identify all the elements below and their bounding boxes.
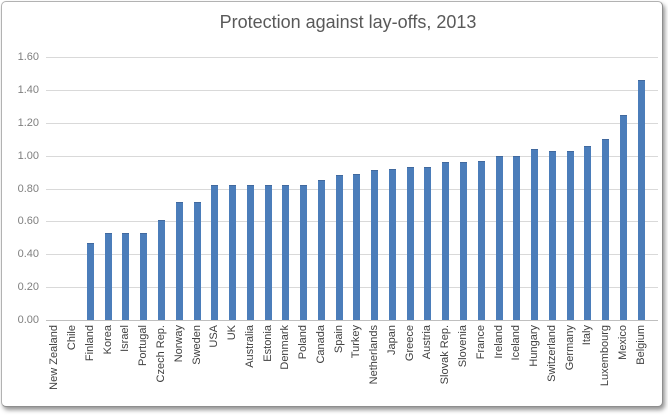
bar-belgium xyxy=(637,80,645,320)
x-axis-label: Iceland xyxy=(510,325,523,361)
bar-denmark xyxy=(282,185,290,320)
x-axis-label: Norway xyxy=(172,325,185,363)
chart-frame: Protection against lay-offs, 2013 0.00 0.… xyxy=(1,1,663,407)
bar-australia xyxy=(246,185,254,320)
x-axis-label: Spain xyxy=(332,325,345,354)
bar-israel xyxy=(122,232,130,320)
gridline xyxy=(46,155,658,157)
bar-germany xyxy=(566,150,574,320)
bar-slovak-rep- xyxy=(442,162,450,320)
x-axis-label: Germany xyxy=(563,325,576,371)
bar-uk xyxy=(229,185,237,320)
bar-luxembourg xyxy=(602,139,610,320)
y-tick-label: 0.00 xyxy=(17,314,39,326)
gridline xyxy=(46,122,658,124)
bar-korea xyxy=(104,232,112,320)
bar-canada xyxy=(317,180,325,320)
x-axis-label: Finland xyxy=(83,325,96,362)
gridline xyxy=(46,188,658,190)
y-tick-label: 0.60 xyxy=(17,215,39,228)
bar-switzerland xyxy=(548,150,556,320)
bar-ireland xyxy=(495,155,503,320)
gridline xyxy=(46,287,658,289)
x-axis-label: Slovenia xyxy=(456,325,469,368)
x-axis-label: Ireland xyxy=(492,325,505,359)
x-axis-label: USA xyxy=(208,325,221,348)
x-axis-label: Austria xyxy=(421,325,434,360)
y-tick-label: 1.40 xyxy=(17,83,39,96)
x-axis-label: Czech Rep. xyxy=(154,325,167,383)
bar-netherlands xyxy=(371,170,379,320)
x-axis-label: Mexico xyxy=(616,325,629,360)
x-axis-label: Denmark xyxy=(279,325,292,370)
x-axis-label: France xyxy=(474,325,487,360)
x-axis-label: Switzerland xyxy=(545,325,558,382)
x-axis-label: Australia xyxy=(243,325,256,368)
bar-spain xyxy=(335,175,343,320)
bar-greece xyxy=(406,167,414,320)
y-tick-label: 1.20 xyxy=(17,116,39,129)
bar-portugal xyxy=(140,232,148,320)
bar-hungary xyxy=(531,149,539,320)
bar-norway xyxy=(175,201,183,320)
x-axis-label: Netherlands xyxy=(368,325,381,385)
x-axis-label: Hungary xyxy=(528,325,541,367)
bar-iceland xyxy=(513,155,521,320)
y-tick-label: 0.80 xyxy=(17,182,39,195)
bar-france xyxy=(477,160,485,320)
gridline xyxy=(46,254,658,256)
bar-japan xyxy=(388,168,396,320)
x-axis-label: Slovak Rep. xyxy=(439,325,452,385)
gridline xyxy=(46,57,658,58)
x-axis-label: Estonia xyxy=(261,325,274,362)
x-axis-label: Japan xyxy=(385,325,398,355)
x-axis-label: Korea xyxy=(101,325,114,355)
bar-czech-rep- xyxy=(157,219,165,320)
y-tick-label: 1.00 xyxy=(17,149,39,162)
bar-estonia xyxy=(264,185,272,320)
bar-sweden xyxy=(193,201,201,320)
y-tick-label: 1.60 xyxy=(17,51,39,63)
x-axis-label: Belgium xyxy=(634,325,647,365)
x-axis-label: UK xyxy=(226,325,239,341)
x-axis-label: Canada xyxy=(314,325,327,364)
x-axis-label: Greece xyxy=(403,325,416,362)
bar-poland xyxy=(300,185,308,320)
x-axis-label: Luxembourg xyxy=(599,325,612,387)
x-axis-label: Poland xyxy=(297,325,310,360)
x-axis-label: Italy xyxy=(581,325,594,346)
x-axis-label: Israel xyxy=(119,325,132,352)
x-axis-label: Turkey xyxy=(350,325,363,359)
bar-slovenia xyxy=(459,162,467,320)
bar-usa xyxy=(211,185,219,320)
chart-title: Protection against lay-offs, 2013 xyxy=(219,12,477,32)
y-tick-label: 0.20 xyxy=(17,281,39,294)
bar-mexico xyxy=(619,114,627,320)
y-tick-label: 0.40 xyxy=(17,248,39,261)
x-axis-label: New Zealand xyxy=(48,325,61,390)
x-axis-label: Chile xyxy=(66,325,79,351)
bar-italy xyxy=(584,145,592,320)
bar-austria xyxy=(424,167,432,320)
bar-finland xyxy=(86,242,94,320)
x-axis-label: Sweden xyxy=(190,325,203,365)
gridline xyxy=(46,89,658,91)
bar-turkey xyxy=(353,173,361,320)
gridline xyxy=(46,221,658,223)
x-axis-label: Portugal xyxy=(137,325,150,366)
x-axis-line xyxy=(46,320,658,321)
